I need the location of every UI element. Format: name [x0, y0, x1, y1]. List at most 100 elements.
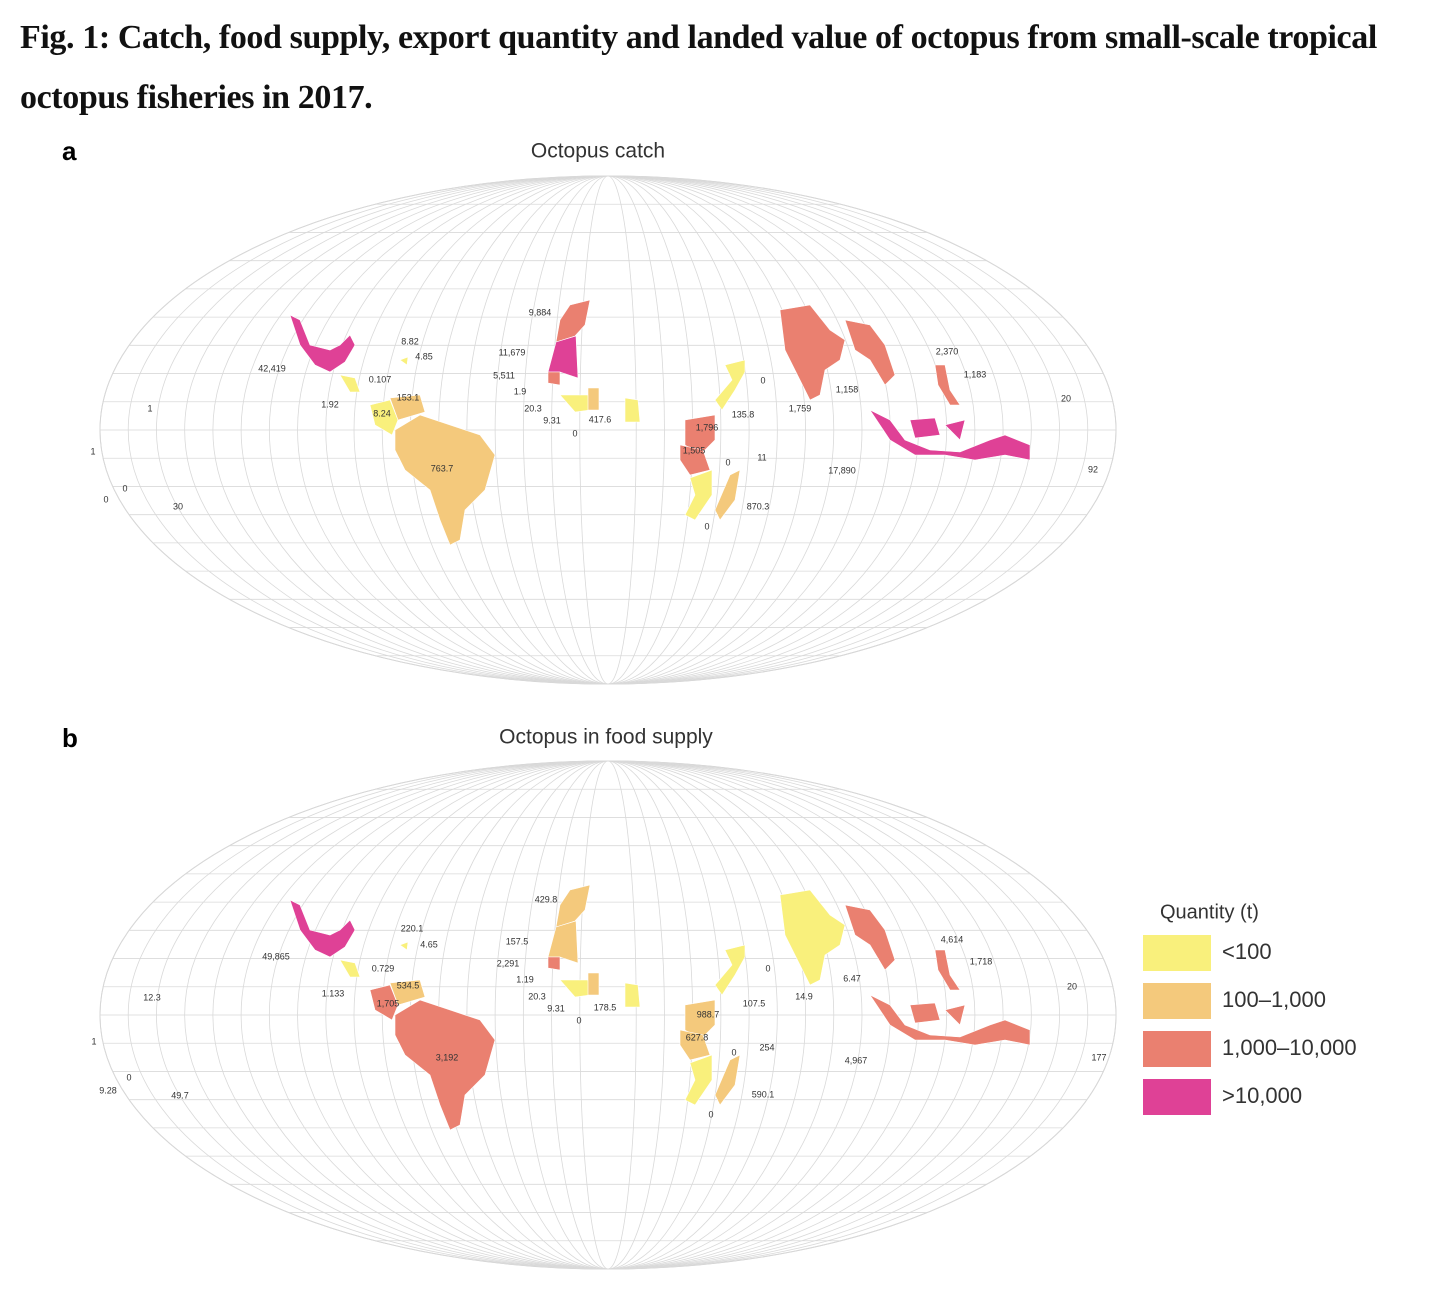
country: [547, 371, 561, 386]
legend-swatch: [1143, 1031, 1211, 1067]
legend-label: 100–1,000: [1222, 987, 1326, 1012]
country: [684, 414, 716, 456]
country: [714, 359, 746, 411]
map-label: 0: [731, 1047, 736, 1057]
map-label: 4,614: [941, 934, 964, 944]
map: 9,884 8.82 4.85 11,679 42,419 0.107 2,370 1,183…: [90, 175, 1117, 685]
map-label: 1.92: [321, 399, 339, 409]
map-label: 135.8: [732, 409, 755, 419]
map-label: 0: [122, 483, 127, 493]
map-label: 870.3: [747, 501, 770, 511]
country: [714, 469, 741, 521]
map-label: 1: [147, 403, 152, 413]
map-label: 988.7: [697, 1009, 720, 1019]
country: [547, 956, 561, 971]
map-label: 9,884: [529, 307, 552, 317]
map: 429.8 220.1 4.65 157.5 49,865 4,614 2,291 1,718…: [91, 760, 1117, 1270]
country: [869, 994, 1031, 1046]
map-label: 20: [1061, 393, 1071, 403]
country: [624, 397, 641, 423]
country: [679, 444, 711, 476]
map-label: 5,511: [493, 370, 515, 380]
country: [399, 356, 409, 366]
country: [289, 899, 356, 958]
country: [389, 979, 426, 1006]
map-label: 0: [760, 375, 765, 385]
map-label: 0: [708, 1109, 713, 1119]
map-label: 3,192: [436, 1052, 459, 1062]
map-label: 11: [757, 452, 766, 462]
map-label: 20.3: [528, 991, 546, 1001]
map-label: 1,759: [789, 403, 812, 413]
map-label: 0: [103, 494, 108, 504]
legend-swatch: [1143, 1079, 1211, 1115]
country: [934, 949, 961, 991]
panel-label: a: [62, 136, 77, 166]
country: [289, 314, 356, 373]
country: [547, 335, 579, 379]
map-label: 9.31: [543, 415, 561, 425]
map-label: 2,291: [497, 958, 520, 968]
map-label: 8.24: [373, 408, 391, 418]
country: [934, 364, 961, 406]
map-label: 1.9: [514, 386, 527, 396]
legend-label: <100: [1222, 939, 1272, 964]
country: [779, 304, 846, 401]
legend-swatch: [1143, 935, 1211, 971]
country: [684, 469, 713, 521]
map-label: 429.8: [535, 894, 558, 904]
map-label: 254: [759, 1042, 774, 1052]
country: [714, 944, 746, 996]
map-label: 178.5: [594, 1002, 617, 1012]
map-label: 9.28: [99, 1085, 117, 1095]
country: [684, 1054, 713, 1106]
country: [394, 414, 496, 546]
map-label: 17,890: [828, 465, 856, 475]
map-label: 11,679: [499, 347, 526, 357]
country: [624, 982, 641, 1008]
map-label: 4,967: [845, 1055, 868, 1065]
map-label: 0.107: [369, 374, 392, 384]
map-label: 1,183: [964, 369, 987, 379]
country: [394, 999, 496, 1131]
map-label: 20.3: [524, 403, 542, 413]
map-label: 49,865: [262, 951, 290, 961]
map-label: 1: [91, 1036, 96, 1046]
map-label: 534.5: [397, 980, 420, 990]
country: [339, 959, 361, 978]
map-label: 42,419: [258, 363, 286, 373]
map-label: 1,158: [836, 384, 859, 394]
map-label: 157.5: [506, 936, 529, 946]
map-label: 0: [572, 428, 577, 438]
map-label: 1: [90, 446, 95, 456]
map-label: 12.3: [143, 992, 161, 1002]
panel-label: b: [62, 723, 78, 753]
country: [684, 999, 716, 1041]
legend-swatch: [1143, 983, 1211, 1019]
country: [779, 889, 846, 986]
map-label: 30: [173, 501, 183, 511]
panel-title: Octopus catch: [531, 140, 665, 163]
map-label: 0: [725, 457, 730, 467]
legend-label: 1,000–10,000: [1222, 1035, 1357, 1060]
map-label: 763.7: [431, 463, 454, 473]
map-label: 2,370: [936, 346, 959, 356]
map-label: 220.1: [401, 923, 424, 933]
map-label: 1,505: [683, 445, 706, 455]
country: [587, 387, 600, 411]
map-label: 1,796: [696, 422, 719, 432]
country: [844, 904, 896, 971]
map-label: 0: [126, 1072, 131, 1082]
country: [369, 984, 399, 1021]
map-label: 417.6: [589, 414, 612, 424]
map-label: 627.8: [686, 1032, 709, 1042]
map-label: 6.47: [843, 973, 861, 983]
country: [547, 920, 579, 964]
map-label: 0: [765, 963, 770, 973]
map-label: 9.31: [547, 1003, 565, 1013]
country: [587, 972, 600, 996]
map-label: 49.7: [171, 1090, 189, 1100]
country: [944, 419, 966, 441]
